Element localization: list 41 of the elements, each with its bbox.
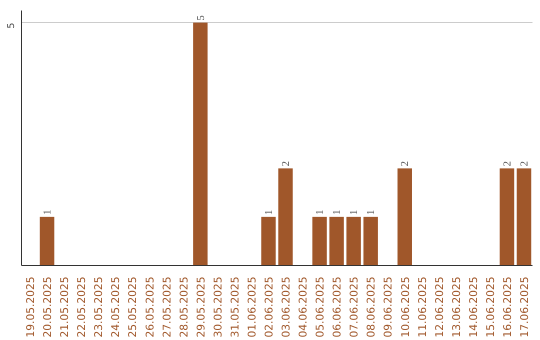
data-label: 2 <box>519 161 530 166</box>
x-tick-label: 30.05.2025 <box>211 276 224 338</box>
x-tick-label: 03.06.2025 <box>280 276 293 338</box>
x-tick-label: 20.05.2025 <box>41 276 54 338</box>
x-tick-label: 17.06.2025 <box>518 276 531 338</box>
x-tick-label: 01.06.2025 <box>245 276 258 338</box>
data-label: 1 <box>332 210 344 215</box>
x-tick-label: 02.06.2025 <box>262 276 276 338</box>
data-label: 1 <box>42 210 54 215</box>
data-label: 1 <box>315 210 326 215</box>
x-tick-label: 22.05.2025 <box>75 276 88 338</box>
x-tick-label: 31.05.2025 <box>228 276 242 338</box>
x-tick-label: 28.05.2025 <box>177 276 190 338</box>
x-tick-label: 07.06.2025 <box>348 276 361 338</box>
x-tick-label: 04.06.2025 <box>296 276 310 338</box>
data-label: 1 <box>264 210 275 215</box>
x-tick-label: 08.06.2025 <box>364 276 378 338</box>
data-label: 1 <box>366 210 378 215</box>
x-tick-label: 12.06.2025 <box>432 276 446 338</box>
data-label: 5 <box>196 15 207 21</box>
x-tick-label: 21.05.2025 <box>58 276 72 338</box>
data-label: 2 <box>281 161 292 166</box>
x-tick-label: 14.06.2025 <box>466 276 480 338</box>
x-tick-label: 27.05.2025 <box>160 276 174 338</box>
x-tick-label: 24.05.2025 <box>109 276 122 338</box>
x-tick-label: 13.06.2025 <box>450 276 463 338</box>
data-label: 2 <box>502 161 514 166</box>
x-tick-label: 11.06.2025 <box>416 276 429 338</box>
x-tick-label: 06.06.2025 <box>330 276 344 338</box>
data-label: 1 <box>349 210 360 215</box>
x-tick-label: 19.05.2025 <box>24 276 38 338</box>
x-tick-label: 25.05.2025 <box>126 276 140 338</box>
x-tick-label: 26.05.2025 <box>143 276 156 338</box>
x-tick-label: 05.06.2025 <box>314 276 327 338</box>
x-tick-label: 15.06.2025 <box>484 276 497 338</box>
x-tick-label: 16.06.2025 <box>500 276 514 338</box>
x-tick-label: 10.06.2025 <box>398 276 412 338</box>
data-label: 2 <box>400 161 412 166</box>
x-tick-label: 23.05.2025 <box>92 276 106 338</box>
x-tick-label: 29.05.2025 <box>194 276 208 338</box>
x-tick-label: 09.06.2025 <box>382 276 395 338</box>
